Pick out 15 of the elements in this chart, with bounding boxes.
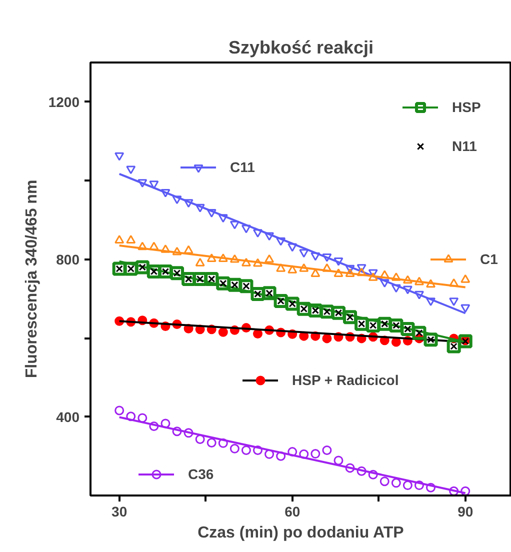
x-tick-label: 90 [458,504,474,520]
legend-label: HSP + Radicicol [292,372,399,388]
y-axis-title: Fluorescencja 340/465 nm [23,180,40,378]
legend-label: C36 [188,466,214,482]
y-tick-label: 1200 [48,94,80,110]
legend-label: C1 [480,251,499,267]
x-axis-title: Czas (min) po dodaniu ATP [198,524,404,542]
x-tick-label: 30 [112,504,128,520]
legend-label: C11 [230,159,255,175]
x-tick-label: 60 [284,504,300,520]
y-tick-label: 800 [56,251,80,268]
legend-label: N11 [452,138,477,154]
legend-label: HSP [452,99,481,115]
chart-title: Szybkość reakcji [228,38,374,58]
y-tick-label: 400 [56,408,80,425]
